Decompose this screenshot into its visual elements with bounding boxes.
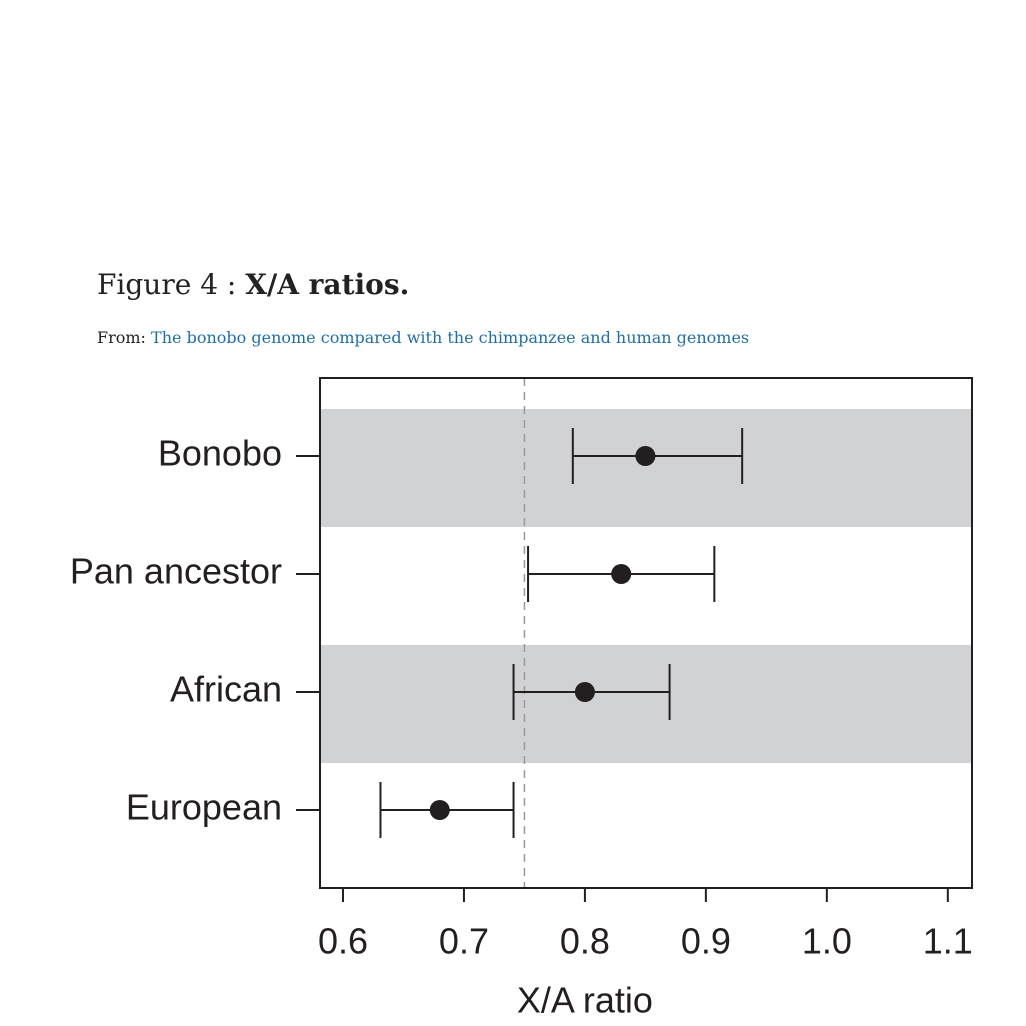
figure-title: X/A ratios. [245, 268, 410, 301]
y-tick-label: Bonobo [158, 433, 282, 474]
point [635, 446, 656, 466]
row-band [320, 645, 972, 763]
point [429, 800, 450, 820]
x-tick-label: 1.1 [923, 921, 973, 962]
source-prefix: From: [97, 328, 146, 347]
row-band [320, 409, 972, 527]
source-link[interactable]: The bonobo genome compared with the chim… [151, 328, 750, 347]
point [574, 682, 595, 702]
y-tick-label: Pan ancestor [70, 551, 282, 592]
point [611, 564, 632, 584]
y-tick-label: European [126, 787, 282, 828]
x-tick-label: 0.7 [439, 921, 489, 962]
figure-label: Figure 4 : [97, 268, 237, 301]
x-tick-label: 1.0 [802, 921, 852, 962]
plot-frame [319, 377, 973, 889]
x-tick-label: 0.8 [560, 921, 610, 962]
x-tick-label: 0.9 [681, 921, 731, 962]
y-tick-label: African [170, 669, 282, 710]
x-axis-title: X/A ratio [517, 980, 653, 1021]
figure-caption: Figure 4 : X/A ratios. [97, 268, 409, 301]
source-line: From: The bonobo genome compared with th… [97, 328, 749, 347]
x-tick-label: 0.6 [318, 921, 368, 962]
